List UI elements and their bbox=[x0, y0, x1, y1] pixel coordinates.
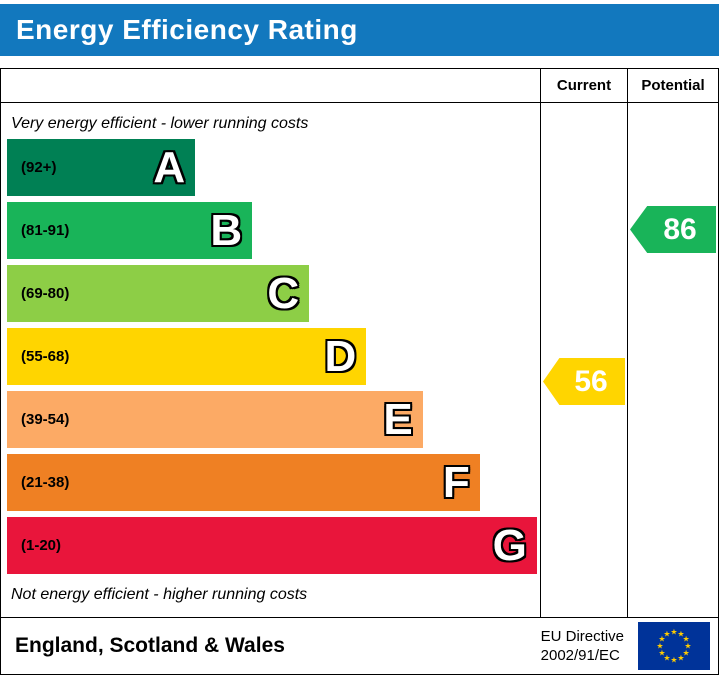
band-row-a: (92+) A bbox=[1, 139, 540, 196]
band-row-c: (69-80) C bbox=[1, 265, 540, 322]
eu-flag-background bbox=[638, 622, 710, 670]
potential-rating-value: 86 bbox=[663, 212, 697, 246]
band-bar-a: (92+) A bbox=[7, 139, 196, 196]
eu-directive-text: EU Directive 2002/91/EC bbox=[541, 627, 624, 666]
current-rating-value: 56 bbox=[574, 364, 608, 398]
bottom-note: Not energy efficient - higher running co… bbox=[11, 586, 308, 603]
header-potential: Potential bbox=[627, 69, 718, 102]
band-range-label: (92+) bbox=[21, 159, 57, 176]
band-row-d: (55-68) D bbox=[1, 328, 540, 385]
band-letter: B bbox=[210, 205, 243, 255]
svg-text:★: ★ bbox=[670, 656, 677, 665]
band-letter: A bbox=[153, 142, 186, 192]
band-letter: G bbox=[492, 520, 527, 570]
footer: England, Scotland & Wales EU Directive 2… bbox=[1, 617, 718, 674]
svg-text:★: ★ bbox=[684, 642, 691, 651]
table-header-row: Current Potential bbox=[1, 69, 718, 103]
band-range-label: (1-20) bbox=[21, 537, 62, 554]
band-bar-d: (55-68) D bbox=[7, 328, 367, 385]
eu-flag-icon: ★ ★ ★ ★ ★ ★ ★ ★ ★ ★ ★ ★ bbox=[638, 622, 710, 670]
header-spacer bbox=[1, 69, 540, 102]
band-letter: E bbox=[383, 394, 413, 444]
svg-text:★: ★ bbox=[677, 654, 684, 663]
band-row-e: (39-54) E bbox=[1, 391, 540, 448]
table-body: Very energy efficient - lower running co… bbox=[1, 103, 718, 617]
bands-area: Very energy efficient - lower running co… bbox=[1, 103, 540, 617]
band-bar-g: (1-20) G bbox=[7, 517, 537, 574]
svg-text:★: ★ bbox=[658, 635, 665, 644]
svg-text:★: ★ bbox=[670, 628, 677, 637]
potential-rating-arrow: 86 bbox=[630, 206, 716, 253]
rating-table: Current Potential Very energy efficient … bbox=[0, 68, 719, 675]
eu-directive-line-1: EU Directive bbox=[540, 627, 624, 645]
footer-region: England, Scotland & Wales bbox=[15, 634, 285, 657]
band-range-label: (39-54) bbox=[21, 411, 70, 428]
eu-flag-stars: ★ ★ ★ ★ ★ ★ ★ ★ ★ ★ ★ ★ bbox=[656, 628, 691, 665]
banner: Energy Efficiency Rating bbox=[0, 4, 719, 56]
svg-text:★: ★ bbox=[656, 642, 663, 651]
eu-directive-line-2: 2002/91/EC bbox=[540, 647, 620, 664]
band-letter: C bbox=[267, 268, 300, 318]
current-column: 56 bbox=[540, 103, 627, 617]
band-bar-e: (39-54) E bbox=[7, 391, 423, 448]
banner-title: Energy Efficiency Rating bbox=[16, 14, 358, 45]
potential-column: 86 bbox=[627, 103, 718, 617]
svg-text:★: ★ bbox=[677, 629, 684, 638]
top-note: Very energy efficient - lower running co… bbox=[11, 115, 309, 132]
band-row-b: (81-91) B bbox=[1, 202, 540, 259]
epc-page: Energy Efficiency Rating Current Potenti… bbox=[0, 4, 719, 675]
band-bar-c: (69-80) C bbox=[7, 265, 310, 322]
band-letter: F bbox=[442, 457, 470, 507]
band-range-label: (69-80) bbox=[21, 285, 70, 302]
svg-text:★: ★ bbox=[683, 649, 690, 658]
band-bar-b: (81-91) B bbox=[7, 202, 253, 259]
current-rating-arrow: 56 bbox=[543, 358, 625, 405]
band-letter: D bbox=[324, 331, 357, 381]
band-range-label: (55-68) bbox=[21, 348, 70, 365]
svg-text:★: ★ bbox=[663, 629, 670, 638]
svg-text:★: ★ bbox=[683, 635, 690, 644]
header-current: Current bbox=[540, 69, 627, 102]
svg-text:★: ★ bbox=[658, 649, 665, 658]
band-row-f: (21-38) F bbox=[1, 454, 540, 511]
svg-text:★: ★ bbox=[663, 654, 670, 663]
band-range-label: (81-91) bbox=[21, 222, 70, 239]
band-range-label: (21-38) bbox=[21, 474, 70, 491]
band-bar-f: (21-38) F bbox=[7, 454, 480, 511]
band-row-g: (1-20) G bbox=[1, 517, 540, 574]
